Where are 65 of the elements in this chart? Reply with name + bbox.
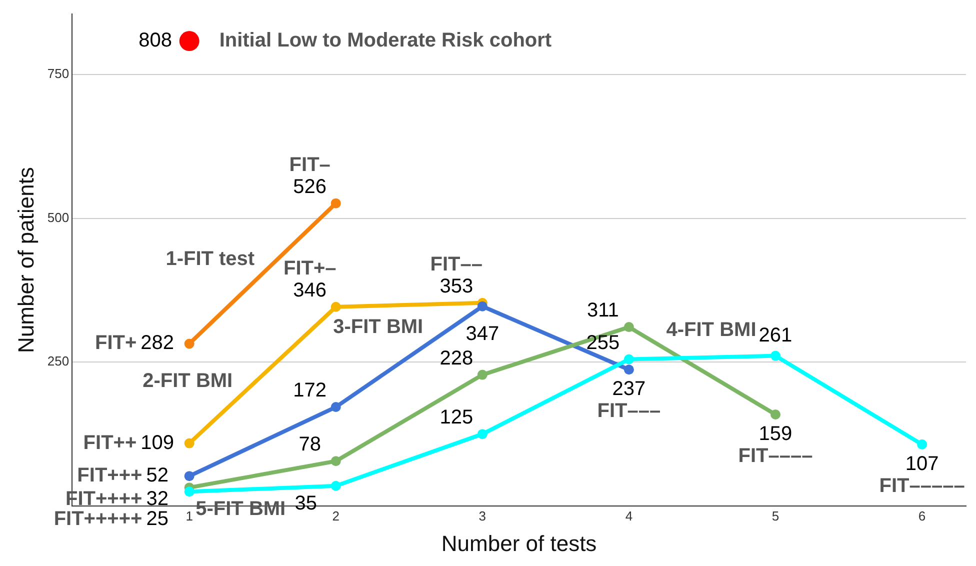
- series-label: 1-FIT test: [166, 248, 255, 270]
- data-label: 282: [140, 332, 174, 354]
- x-tick-label: 3: [478, 508, 486, 524]
- data-label: 107: [905, 452, 939, 475]
- data-label: 526: [293, 176, 327, 198]
- point: [184, 338, 194, 349]
- point: [184, 471, 194, 482]
- point: [330, 480, 341, 491]
- y-tick-label: 250: [47, 354, 70, 369]
- point: [624, 322, 634, 332]
- data-label: 255: [586, 332, 620, 354]
- series-label: 4-FIT BMI: [666, 319, 756, 342]
- x-tick-label: 5: [772, 508, 780, 524]
- x-tick-label: 6: [918, 508, 926, 524]
- data-label: 228: [440, 347, 474, 370]
- point: [330, 302, 341, 312]
- annotation: FIT–––––: [879, 474, 965, 497]
- point: [330, 198, 341, 208]
- data-label: 25: [146, 508, 168, 530]
- annotation: FIT––––: [738, 445, 813, 468]
- annotation: FIT–––: [597, 400, 661, 422]
- point: [770, 410, 780, 420]
- x-tick-label: 2: [332, 508, 340, 524]
- series-label: 2-FIT BMI: [142, 370, 233, 392]
- data-label: 159: [758, 423, 792, 446]
- point: [330, 402, 341, 412]
- data-label: 32: [146, 488, 168, 510]
- y-tick-label: 750: [47, 66, 70, 81]
- data-label: 237: [612, 378, 646, 400]
- data-label: 78: [298, 434, 321, 456]
- y-axis-title: Number of patients: [13, 167, 38, 353]
- annotation: FIT+: [94, 332, 137, 354]
- data-label: 808: [138, 30, 172, 52]
- point: [917, 439, 928, 450]
- data-label: 172: [293, 380, 327, 402]
- x-tick-label: 1: [186, 508, 193, 524]
- series-label: 3-FIT BMI: [333, 316, 424, 338]
- point: [477, 429, 488, 440]
- x-tick-label: 4: [625, 508, 633, 524]
- y-tick-label: 500: [47, 210, 70, 225]
- data-label: 347: [466, 322, 500, 345]
- data-label: 311: [587, 300, 619, 322]
- point: [184, 438, 194, 448]
- series-label: Initial Low to Moderate Risk cohort: [219, 30, 552, 52]
- point: [624, 364, 634, 375]
- data-label: 346: [293, 279, 327, 302]
- point: [477, 370, 488, 380]
- annotation: FIT––: [430, 253, 483, 276]
- point: [330, 456, 341, 466]
- point: [477, 301, 488, 312]
- annotation: FIT+++++: [54, 508, 142, 530]
- point: [184, 486, 194, 497]
- annotation: FIT–: [289, 154, 330, 176]
- data-label: 109: [140, 432, 174, 454]
- data-label: 353: [440, 275, 474, 298]
- point: [179, 31, 200, 52]
- annotation: FIT++: [83, 432, 137, 454]
- x-axis-title: Number of tests: [441, 530, 597, 556]
- data-label: 261: [758, 324, 792, 346]
- annotation: FIT+++: [77, 464, 142, 487]
- annotation: FIT+–: [283, 257, 336, 280]
- data-label: 125: [440, 406, 474, 429]
- point: [770, 350, 780, 361]
- point: [624, 354, 634, 364]
- data-label: 52: [146, 464, 168, 487]
